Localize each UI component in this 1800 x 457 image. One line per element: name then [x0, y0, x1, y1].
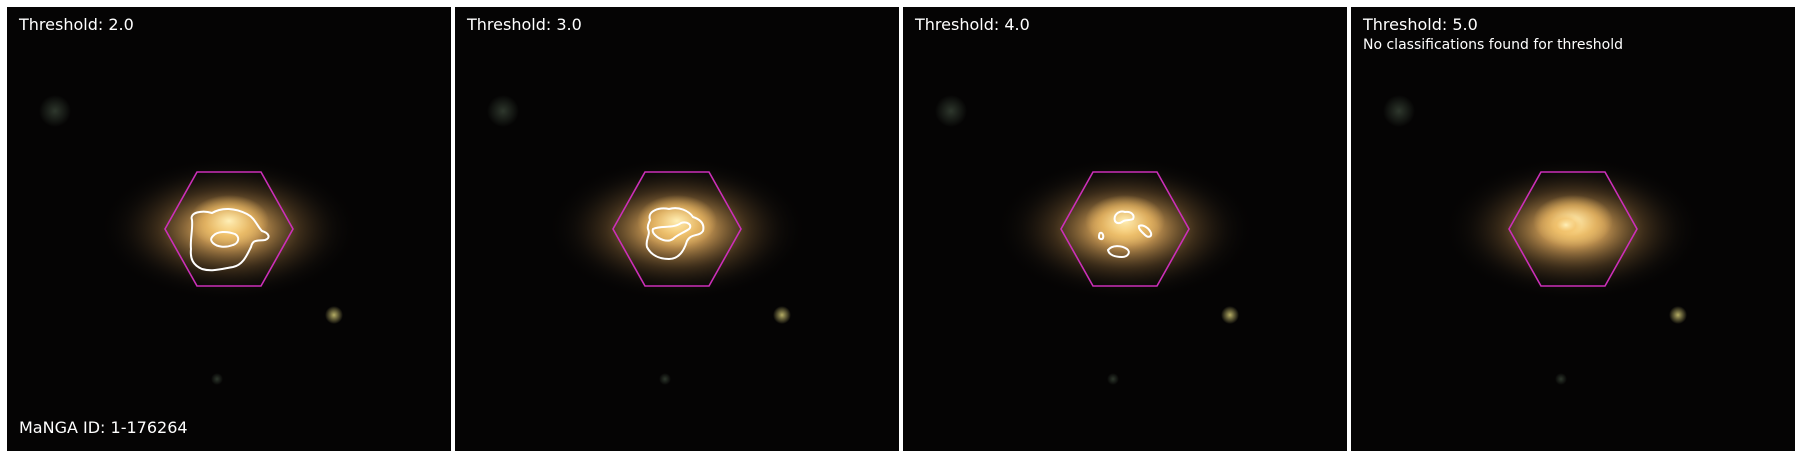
- galaxy-image: [1383, 95, 1703, 385]
- ifu-hexagon: [164, 171, 294, 287]
- no-classifications-note: No classifications found for threshold: [1363, 37, 1623, 53]
- galaxy-image: [487, 95, 807, 385]
- contour-outer: [645, 207, 705, 261]
- panel-title: Threshold: 5.0: [1363, 15, 1478, 34]
- contour-inner: [651, 221, 692, 242]
- contour-outer: [189, 208, 270, 272]
- contour-inner: [210, 230, 240, 248]
- galaxy-image: [39, 95, 359, 385]
- image-panel-threshold-5: Threshold: 5.0 No classifications found …: [1351, 7, 1795, 451]
- ifu-hexagon: [1508, 171, 1638, 287]
- contour-d: [1106, 245, 1130, 259]
- panel-title: Threshold: 2.0: [19, 15, 134, 34]
- panel-title: Threshold: 4.0: [915, 15, 1030, 34]
- contour-c: [1097, 231, 1105, 241]
- image-panel-threshold-4: Threshold: 4.0: [903, 7, 1347, 451]
- ifu-hexagon: [1060, 171, 1190, 287]
- galaxy-image: [935, 95, 1255, 385]
- image-panel-threshold-3: Threshold: 3.0: [455, 7, 899, 451]
- contour-b: [1137, 224, 1153, 238]
- panel-title: Threshold: 3.0: [467, 15, 582, 34]
- manga-id-label: MaNGA ID: 1-176264: [19, 418, 188, 437]
- ifu-hexagon: [612, 171, 742, 287]
- contour-a: [1113, 210, 1135, 225]
- image-panel-threshold-2: Threshold: 2.0 MaNGA ID: 1-176264: [7, 7, 451, 451]
